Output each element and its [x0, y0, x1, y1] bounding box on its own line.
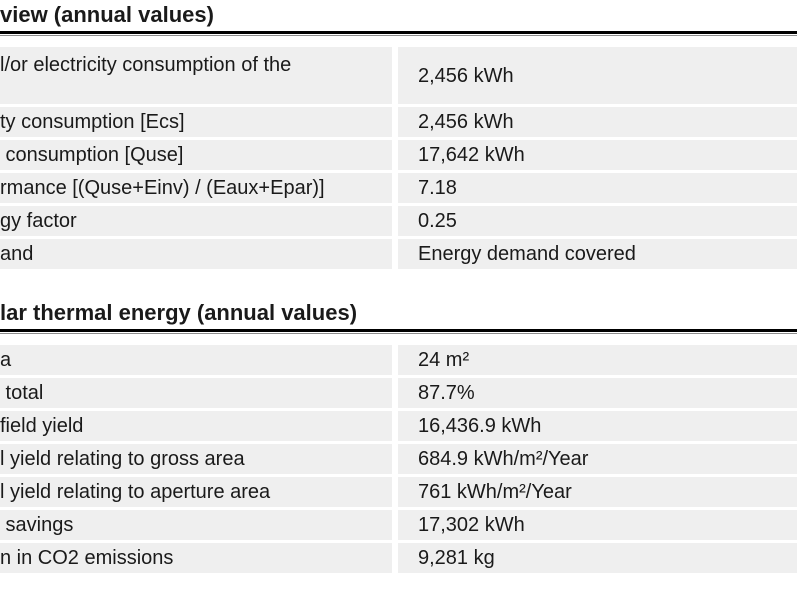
results-table: l/or electricity consumption of the 2,45… [0, 47, 797, 269]
column-gap [392, 107, 398, 137]
row-value: 17,642 kWh [398, 140, 797, 170]
row-label: ty consumption [Ecs] [0, 107, 392, 137]
row-value: 16,436.9 kWh [398, 411, 797, 441]
column-gap [392, 444, 398, 474]
row-value: 87.7% [398, 378, 797, 408]
results-table: a 24 m² total 87.7% field yield 16,436.9… [0, 345, 797, 573]
table-row: and Energy demand covered [0, 239, 797, 269]
column-gap [392, 378, 398, 408]
column-gap [392, 239, 398, 269]
column-gap [392, 477, 398, 507]
column-gap [392, 206, 398, 236]
row-value: Energy demand covered [398, 239, 797, 269]
row-value: 24 m² [398, 345, 797, 375]
row-label: rmance [(Quse+Einv) / (Eaux+Epar)] [0, 173, 392, 203]
table-row: l/or electricity consumption of the 2,45… [0, 47, 797, 104]
row-label: l yield relating to gross area [0, 444, 392, 474]
row-value: 2,456 kWh [398, 47, 797, 104]
section-overview: view (annual values) l/or electricity co… [0, 0, 797, 269]
row-value: 9,281 kg [398, 543, 797, 573]
row-value: 684.9 kWh/m²/Year [398, 444, 797, 474]
row-label: a [0, 345, 392, 375]
row-value: 0.25 [398, 206, 797, 236]
row-value: 7.18 [398, 173, 797, 203]
row-label: consumption [Quse] [0, 140, 392, 170]
section-title: lar thermal energy (annual values) [0, 300, 358, 325]
column-gap [392, 543, 398, 573]
section-rule [0, 329, 797, 334]
table-row: gy factor 0.25 [0, 206, 797, 236]
table-row: consumption [Quse] 17,642 kWh [0, 140, 797, 170]
row-label: l yield relating to aperture area [0, 477, 392, 507]
table-row: total 87.7% [0, 378, 797, 408]
column-gap [392, 140, 398, 170]
column-gap [392, 173, 398, 203]
row-label: savings [0, 510, 392, 540]
table-row: rmance [(Quse+Einv) / (Eaux+Epar)] 7.18 [0, 173, 797, 203]
column-gap [392, 510, 398, 540]
row-value: 2,456 kWh [398, 107, 797, 137]
row-label: gy factor [0, 206, 392, 236]
section-rule [0, 31, 797, 36]
column-gap [392, 411, 398, 441]
table-row: a 24 m² [0, 345, 797, 375]
table-row: l yield relating to aperture area 761 kW… [0, 477, 797, 507]
report-document: view (annual values) l/or electricity co… [0, 0, 797, 573]
table-row: ty consumption [Ecs] 2,456 kWh [0, 107, 797, 137]
table-row: n in CO2 emissions 9,281 kg [0, 543, 797, 573]
table-row: l yield relating to gross area 684.9 kWh… [0, 444, 797, 474]
row-label: total [0, 378, 392, 408]
column-gap [392, 345, 398, 375]
row-label: and [0, 239, 392, 269]
table-row: savings 17,302 kWh [0, 510, 797, 540]
row-value: 761 kWh/m²/Year [398, 477, 797, 507]
section-solar-thermal: lar thermal energy (annual values) a 24 … [0, 298, 797, 573]
row-label: n in CO2 emissions [0, 543, 392, 573]
row-label: l/or electricity consumption of the [0, 47, 392, 104]
table-row: field yield 16,436.9 kWh [0, 411, 797, 441]
section-title: view (annual values) [0, 2, 214, 27]
row-value: 17,302 kWh [398, 510, 797, 540]
row-label: field yield [0, 411, 392, 441]
column-gap [392, 47, 398, 104]
